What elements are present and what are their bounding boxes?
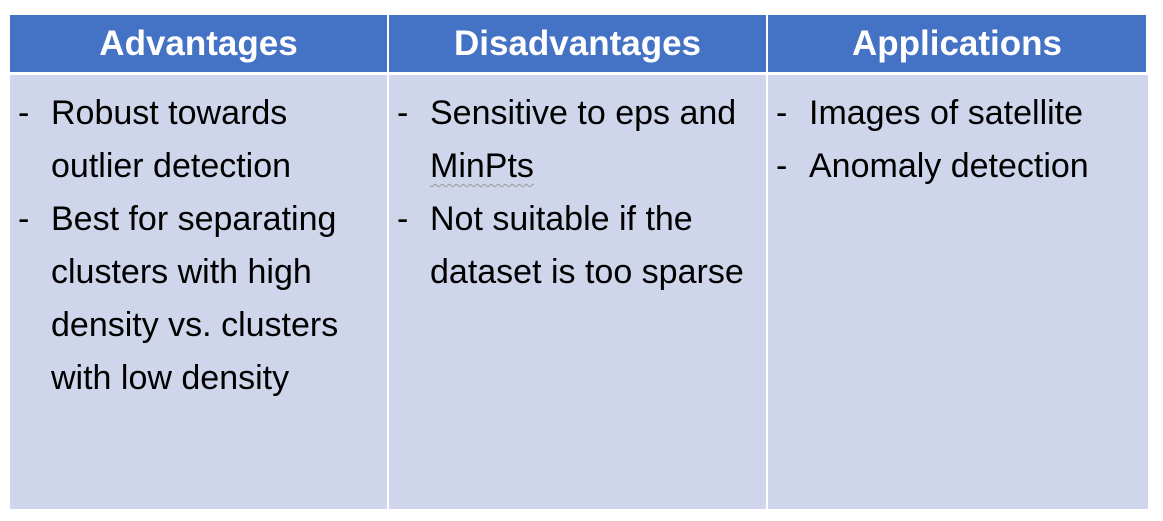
bullet-dash: - [776,94,788,132]
list-item: - Robust towards outlier detection [18,87,377,193]
disadvantages-list: - Sensitive to eps and MinPts - Not suitab… [397,87,756,299]
item-text: Best for separating clusters with high d… [51,200,339,397]
item-text: Sensitive to eps and MinPts [430,94,737,185]
list-item: - Not suitable if the dataset is too spar… [397,193,756,299]
list-item: - Images of satellite [776,87,1138,140]
advantages-cell: - Robust towards outlier detection - Best … [10,75,389,509]
disadvantages-cell: - Sensitive to eps and MinPts - Not suitab… [389,75,768,509]
header-applications: Applications [768,15,1148,75]
item-text: Not suitable if the dataset is too spars… [430,200,744,291]
bullet-dash: - [18,200,30,238]
header-advantages: Advantages [10,15,389,75]
item-text: Robust towards outlier detection [51,94,292,185]
header-disadvantages: Disadvantages [389,15,768,75]
applications-list: - Images of satellite - Anomaly detection [776,87,1138,193]
advantages-list: - Robust towards outlier detection - Best … [18,87,377,405]
list-item: - Sensitive to eps and MinPts [397,87,756,193]
applications-cell: - Images of satellite - Anomaly detection [768,75,1148,509]
bullet-dash: - [397,94,409,132]
comparison-table: Advantages Disadvantages Applications -R… [10,15,1148,509]
spellcheck-underline: MinPts [430,147,534,185]
bullet-dash: - [397,200,409,238]
list-item: - Best for separating clusters with high … [18,193,377,405]
bullet-dash: - [776,147,788,185]
list-item: - Anomaly detection [776,140,1138,193]
bullet-dash: - [18,94,30,132]
item-text: Anomaly detection [809,147,1089,185]
item-text: Images of satellite [809,94,1084,132]
